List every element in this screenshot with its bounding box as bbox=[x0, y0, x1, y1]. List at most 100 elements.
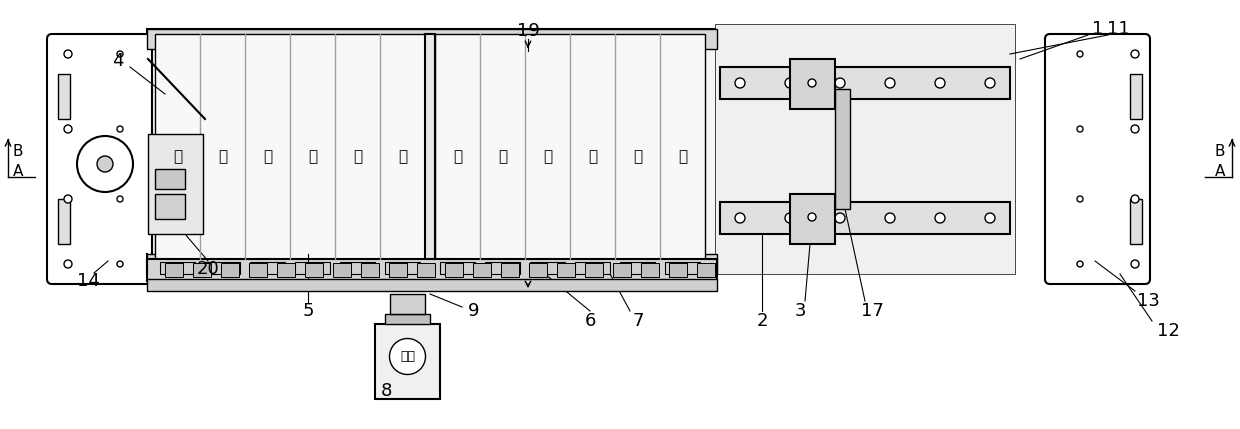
Bar bbox=[585, 263, 603, 277]
Text: 四: 四 bbox=[308, 149, 317, 164]
Text: 20: 20 bbox=[197, 260, 219, 278]
Text: 六: 六 bbox=[398, 149, 407, 164]
Text: 2: 2 bbox=[756, 312, 768, 330]
Bar bbox=[670, 263, 687, 277]
Circle shape bbox=[1078, 196, 1083, 202]
Bar bbox=[205, 262, 241, 274]
Text: A: A bbox=[12, 163, 24, 178]
Bar bbox=[389, 263, 407, 277]
Bar bbox=[384, 314, 430, 324]
Circle shape bbox=[885, 78, 895, 88]
Text: 12: 12 bbox=[1157, 322, 1179, 340]
Circle shape bbox=[785, 78, 795, 88]
Bar bbox=[148, 134, 203, 234]
Bar bbox=[715, 24, 1016, 274]
Circle shape bbox=[985, 78, 994, 88]
Circle shape bbox=[77, 136, 133, 192]
Circle shape bbox=[885, 213, 895, 223]
Bar bbox=[155, 34, 425, 259]
Bar bbox=[165, 263, 184, 277]
Text: 二: 二 bbox=[498, 149, 507, 164]
Text: 6: 6 bbox=[584, 312, 595, 330]
Bar bbox=[575, 262, 610, 274]
Text: 19: 19 bbox=[517, 22, 539, 40]
Bar bbox=[148, 254, 717, 274]
Text: 三: 三 bbox=[263, 149, 272, 164]
Text: 14: 14 bbox=[77, 272, 99, 290]
Bar bbox=[613, 263, 631, 277]
Circle shape bbox=[735, 78, 745, 88]
Circle shape bbox=[835, 213, 844, 223]
Text: B: B bbox=[12, 143, 24, 158]
Text: 五: 五 bbox=[353, 149, 362, 164]
Bar bbox=[440, 262, 475, 274]
Circle shape bbox=[117, 126, 123, 132]
Circle shape bbox=[117, 261, 123, 267]
Circle shape bbox=[735, 213, 745, 223]
Circle shape bbox=[835, 78, 844, 88]
Bar bbox=[148, 29, 717, 49]
Circle shape bbox=[117, 196, 123, 202]
Text: 8: 8 bbox=[381, 382, 392, 400]
Bar bbox=[529, 263, 547, 277]
Circle shape bbox=[785, 213, 795, 223]
Circle shape bbox=[1131, 125, 1140, 133]
Bar bbox=[529, 262, 565, 274]
Circle shape bbox=[935, 78, 945, 88]
Text: 9: 9 bbox=[469, 302, 480, 320]
Bar bbox=[665, 262, 701, 274]
Bar bbox=[148, 279, 717, 291]
FancyBboxPatch shape bbox=[47, 34, 153, 284]
Bar bbox=[720, 202, 1011, 234]
Circle shape bbox=[97, 156, 113, 172]
Circle shape bbox=[935, 213, 945, 223]
Text: 五: 五 bbox=[632, 149, 642, 164]
Bar bbox=[435, 34, 706, 259]
Bar bbox=[417, 263, 435, 277]
Circle shape bbox=[1131, 50, 1140, 58]
Bar bbox=[249, 263, 267, 277]
Text: 一: 一 bbox=[453, 149, 463, 164]
Bar bbox=[384, 262, 420, 274]
Bar bbox=[391, 294, 425, 314]
Text: 废币: 废币 bbox=[401, 350, 415, 363]
Bar bbox=[1130, 199, 1142, 244]
Bar bbox=[790, 59, 835, 109]
Circle shape bbox=[808, 79, 816, 87]
Bar bbox=[148, 259, 717, 281]
Bar bbox=[295, 262, 330, 274]
Bar bbox=[277, 263, 295, 277]
Bar bbox=[697, 263, 715, 277]
Bar bbox=[155, 194, 185, 219]
Bar bbox=[193, 263, 211, 277]
Text: 1: 1 bbox=[1092, 20, 1104, 38]
Circle shape bbox=[64, 50, 72, 58]
Bar bbox=[361, 263, 379, 277]
Bar bbox=[641, 263, 658, 277]
Circle shape bbox=[389, 338, 425, 375]
Text: 17: 17 bbox=[861, 302, 883, 320]
Text: 4: 4 bbox=[113, 52, 124, 70]
Circle shape bbox=[808, 213, 816, 221]
Bar bbox=[221, 263, 239, 277]
Circle shape bbox=[1078, 261, 1083, 267]
Bar bbox=[155, 169, 185, 189]
Text: 一: 一 bbox=[172, 149, 182, 164]
FancyBboxPatch shape bbox=[1045, 34, 1149, 284]
Text: 11: 11 bbox=[1106, 20, 1130, 38]
Text: A: A bbox=[1215, 163, 1225, 178]
Bar bbox=[472, 263, 491, 277]
Circle shape bbox=[117, 51, 123, 57]
Text: 7: 7 bbox=[632, 312, 644, 330]
Text: 二: 二 bbox=[218, 149, 227, 164]
Circle shape bbox=[64, 260, 72, 268]
Bar bbox=[148, 29, 717, 274]
Bar bbox=[790, 194, 835, 244]
Text: 四: 四 bbox=[588, 149, 598, 164]
Bar bbox=[620, 262, 655, 274]
Circle shape bbox=[1131, 195, 1140, 203]
Circle shape bbox=[64, 125, 72, 133]
Bar bbox=[160, 262, 195, 274]
Bar bbox=[305, 263, 322, 277]
Bar bbox=[250, 262, 285, 274]
